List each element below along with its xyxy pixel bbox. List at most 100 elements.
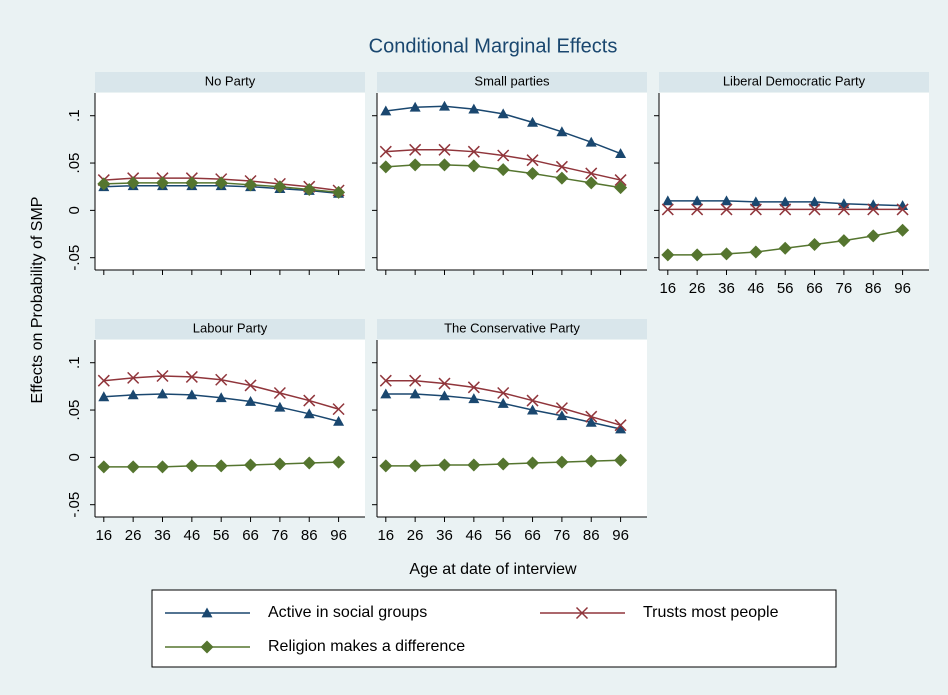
marker [585,410,598,423]
marker [497,397,509,408]
x-tick-label: 86 [301,527,318,544]
marker [303,408,315,419]
marker [245,396,257,406]
marker [215,392,227,403]
panel-strip [377,72,647,92]
marker [409,143,422,156]
x-tick-label: 66 [242,527,259,544]
marker [408,158,422,172]
marker [526,154,539,167]
y-axis-label: Effects on Probability of SMP [29,197,46,404]
panel-title: Labour Party [193,320,268,335]
marker [438,158,451,172]
plot-area [659,93,929,270]
marker [526,456,540,470]
marker [379,145,392,158]
marker [273,386,286,400]
x-tick-label: 46 [466,527,483,544]
x-tick-label: 26 [689,280,706,297]
marker [332,185,346,199]
x-tick-label: 26 [407,527,424,544]
plot-area [95,340,365,517]
legend-marker [575,606,589,620]
marker [809,196,821,207]
marker [615,148,627,158]
marker [438,458,451,472]
marker [303,394,316,407]
marker [215,373,228,386]
marker [720,203,733,216]
marker [555,160,568,173]
marker [156,460,169,474]
marker [691,195,703,206]
plot-area [377,340,647,517]
legend-marker [201,607,213,618]
marker [721,195,732,206]
panel-title: Small parties [474,73,550,88]
x-tick-label: 56 [777,280,794,297]
marker [779,203,792,216]
y-tick-label: .05 [66,400,83,421]
marker [749,245,763,259]
marker [808,237,822,251]
marker [555,455,569,469]
x-tick-label: 76 [836,280,853,297]
panel-title: The Conservative Party [444,320,580,335]
x-tick-label: 76 [272,527,289,544]
x-tick-label: 96 [330,527,347,544]
marker [896,223,910,237]
x-tick-label: 66 [806,280,823,297]
x-tick-label: 96 [894,280,911,297]
marker [468,103,480,114]
marker [690,248,704,262]
marker [556,410,568,421]
marker [302,456,316,470]
marker [409,388,421,399]
marker [379,459,393,473]
marker [614,174,627,187]
marker [778,241,792,255]
x-tick-label: 16 [659,280,676,297]
marker [185,370,198,383]
marker [97,460,111,474]
x-tick-label: 16 [95,527,112,544]
marker [214,176,228,190]
marker [527,404,539,415]
marker [866,229,880,243]
x-tick-label: 46 [748,280,765,297]
y-tick-label: .1 [66,356,83,369]
marker [186,389,198,400]
marker [496,163,510,177]
y-tick-label: .05 [66,153,83,174]
marker [273,457,287,471]
marker [837,203,850,216]
marker [497,149,510,162]
marker [556,126,568,137]
marker [615,423,627,434]
marker [808,203,821,216]
y-tick-label: 0 [66,453,83,461]
marker [555,171,569,185]
marker [614,181,628,195]
panel-title: No Party [205,73,256,88]
panel-title: Liberal Democratic Party [723,73,866,88]
x-tick-label: 66 [524,527,541,544]
marker [467,381,480,394]
marker [614,419,627,432]
marker [244,379,257,392]
marker [867,203,880,216]
marker [497,386,510,400]
x-axis-label: Age at date of interview [409,561,577,578]
marker [156,369,169,382]
marker [408,459,422,473]
marker [662,195,674,206]
legend-label: Active in social groups [268,604,427,621]
marker [585,416,597,427]
marker [379,160,393,174]
panel-strip [659,72,929,92]
marker [614,453,628,467]
marker [185,459,199,473]
legend-marker [200,640,214,654]
marker [380,388,392,399]
